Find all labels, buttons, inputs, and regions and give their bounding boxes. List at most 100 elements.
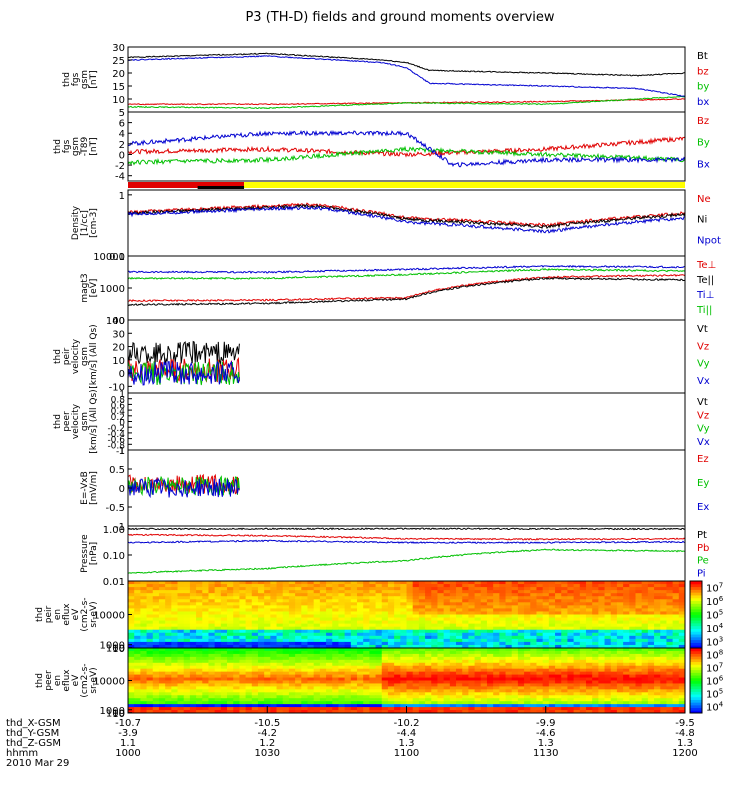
spectrogram-cell [369,701,377,705]
spectrogram-cell [524,638,531,643]
y-tick-label: 10 [112,709,125,720]
spectrogram-cell [369,629,377,634]
spectrogram-cell [140,683,148,687]
spectrogram-cell [295,677,302,681]
spectrogram-cell [635,626,643,631]
spectrogram-cell [128,650,135,655]
spectrogram-cell [264,593,271,597]
spectrogram-cell [400,710,407,714]
spectrogram-cell [486,632,494,637]
legend-entry-By: By [697,138,710,149]
spectrogram-cell [134,659,141,664]
spectrogram-cell [499,686,507,690]
spectrogram-cell [610,644,618,649]
spectrogram-cell [220,623,228,628]
spectrogram-cell [239,593,247,597]
spectrogram-cell [375,611,383,615]
spectrogram-cell [338,611,346,615]
spectrogram-cell [480,599,488,603]
spectrogram-cell [375,692,383,696]
spectrogram-cell [146,587,154,591]
spectrogram-cell [332,596,339,600]
spectrogram-cell [579,608,587,612]
spectrogram-cell [493,686,500,690]
spectrogram-cell [400,704,407,708]
spectrogram-cell [202,680,209,684]
spectrogram-cell [499,683,507,687]
spectrogram-cell [344,695,352,699]
spectrogram-cell [555,665,562,670]
spectrogram-cell [505,695,513,699]
spectrogram-cell [462,620,469,625]
spectrogram-cell [245,635,253,640]
spectrogram-cell [412,638,420,643]
spectrogram-cell [165,590,172,594]
spectrogram-cell [505,620,513,625]
spectrogram-cell [641,587,649,591]
spectrogram-cell [480,674,488,679]
spectrogram-cell [468,590,476,594]
spectrogram-cell [270,641,278,646]
spectrogram-cell [245,614,253,619]
spectrogram-cell [555,614,562,619]
spectrogram-cell [474,689,482,693]
spectrogram-cell [196,623,203,628]
y-tick-label: 100 [106,644,125,655]
colorbar-cell [690,656,702,660]
spectrogram-cell [555,680,562,684]
spectrogram-cell [505,602,513,606]
spectrogram-cell [264,584,271,588]
spectrogram-cell [635,623,643,628]
spectrogram-cell [555,659,562,664]
spectrogram-cell [158,581,166,585]
spectrogram-cell [573,620,581,625]
spectrogram-cell [350,668,358,673]
spectrogram-cell [548,659,556,664]
spectrogram-cell [350,707,358,711]
spectrogram-cell [196,704,203,708]
spectrogram-cell [530,611,537,615]
spectrogram-cell [425,683,432,687]
spectrogram-cell [387,638,395,643]
spectrogram-cell [319,656,327,661]
spectrogram-cell [437,665,445,670]
spectrogram-cell [152,614,160,619]
spectrogram-cell [493,611,500,615]
spectrogram-cell [400,707,407,711]
spectrogram-cell [276,581,284,585]
spectrogram-cell [400,593,407,597]
spectrogram-cell [505,692,513,696]
spectrogram-cell [641,656,649,661]
spectrogram-cell [524,656,531,661]
spectrogram-cell [220,653,228,658]
spectrogram-cell [418,593,426,597]
spectrogram-cell [189,677,197,681]
spectrogram-cell [387,662,395,667]
spectrogram-cell [610,593,618,597]
spectrogram-cell [288,617,296,622]
spectrogram-cell [456,581,463,585]
spectrogram-cell [276,668,284,673]
spectrogram-cell [616,701,624,705]
spectrogram-cell [338,680,346,684]
spectrogram-cell [437,689,445,693]
spectrogram-cell [654,656,661,661]
spectrogram-cell [493,584,500,588]
spectrogram-cell [449,683,457,687]
spectrogram-cell [128,659,135,664]
spectrogram-cell [561,599,568,603]
spectrogram-cell [134,665,141,670]
spectrogram-cell [202,650,209,655]
spectrogram-cell [165,710,172,714]
spectrogram-cell [220,617,228,622]
spectrogram-cell [585,590,593,594]
spectrogram-cell [245,620,253,625]
spectrogram-cell [567,626,575,631]
spectrogram-cell [257,656,265,661]
spectrogram-cell [189,587,197,591]
spectrogram-cell [629,602,636,606]
spectrogram-cell [456,650,463,655]
spectrogram-cell [511,632,519,637]
spectrogram-cell [375,710,383,714]
spectrogram-cell [344,632,352,637]
